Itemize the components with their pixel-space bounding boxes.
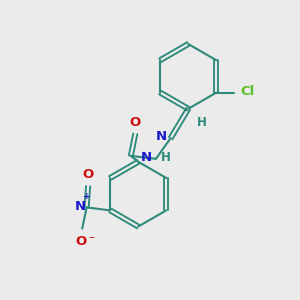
Text: H: H xyxy=(161,151,171,164)
Text: Cl: Cl xyxy=(240,85,254,98)
Text: N: N xyxy=(141,151,152,164)
Text: O: O xyxy=(130,116,141,128)
Text: +: + xyxy=(83,192,91,201)
Text: O: O xyxy=(75,235,87,248)
Text: H: H xyxy=(196,116,206,128)
Text: ⁻: ⁻ xyxy=(89,235,95,248)
Text: N: N xyxy=(156,130,167,143)
Text: N: N xyxy=(74,200,86,213)
Text: O: O xyxy=(82,168,93,181)
